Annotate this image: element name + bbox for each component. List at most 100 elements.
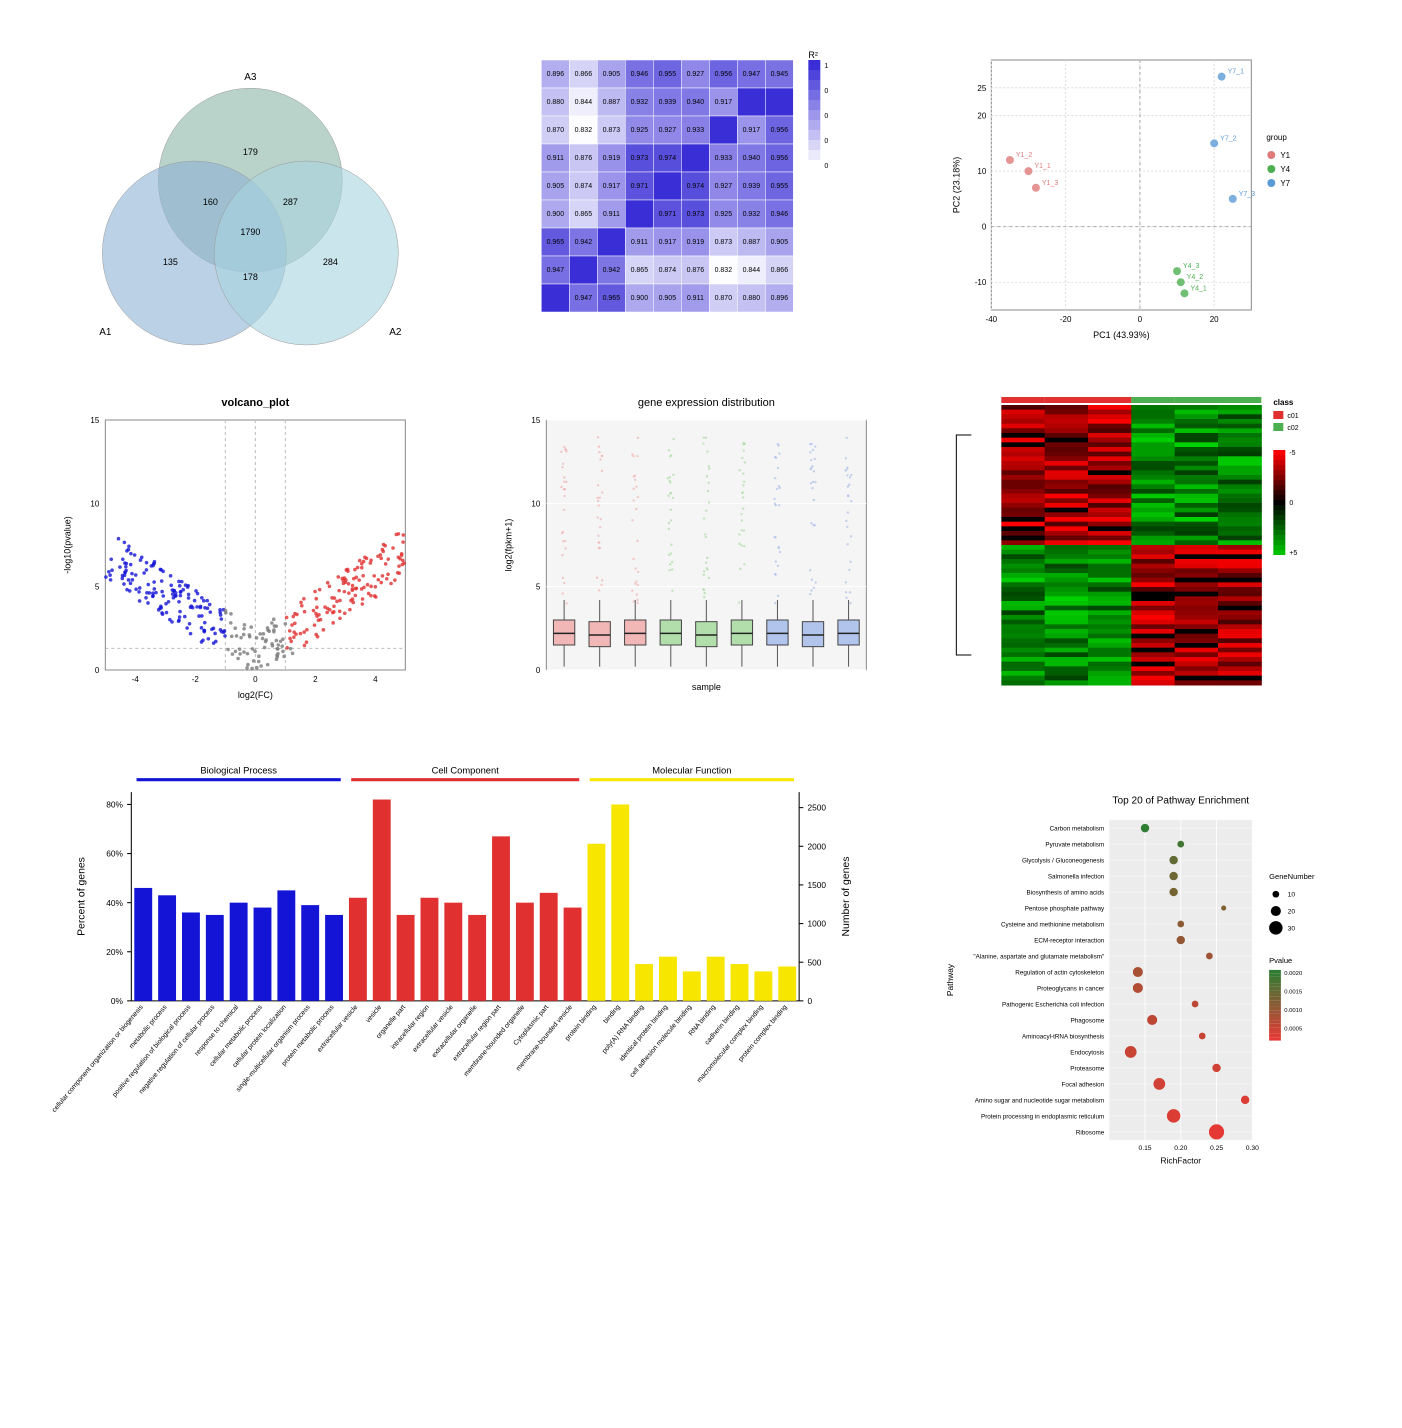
svg-text:25: 25 — [978, 84, 987, 93]
svg-text:0.20: 0.20 — [1175, 1145, 1188, 1152]
svg-text:Y4_1: Y4_1 — [1191, 285, 1207, 292]
svg-text:0: 0 — [824, 138, 828, 145]
svg-text:0.940: 0.940 — [742, 155, 760, 162]
svg-text:Percent of genes: Percent of genes — [76, 857, 87, 936]
svg-text:Pentose phosphate pathway: Pentose phosphate pathway — [1025, 906, 1105, 913]
svg-text:0.955: 0.955 — [658, 71, 676, 78]
svg-text:c01: c01 — [1288, 413, 1299, 420]
svg-text:0.932: 0.932 — [742, 211, 760, 218]
svg-text:0.15: 0.15 — [1139, 1145, 1152, 1152]
volcano-plot: volcano_plot-4-2024051015log2(FC)-log10(… — [40, 390, 461, 710]
svg-text:0.844: 0.844 — [574, 99, 592, 106]
svg-text:Number of genes: Number of genes — [841, 857, 852, 937]
svg-text:0.942: 0.942 — [602, 267, 620, 274]
svg-text:0.870: 0.870 — [546, 127, 564, 134]
svg-text:80%: 80% — [106, 800, 123, 810]
svg-text:0.955: 0.955 — [770, 183, 788, 190]
svg-text:gene expression distribution: gene expression distribution — [638, 397, 775, 409]
svg-text:Protein processing in endoplas: Protein processing in endoplasmic reticu… — [981, 1113, 1104, 1120]
svg-text:Aminoacyl-tRNA biosynthesis: Aminoacyl-tRNA biosynthesis — [1022, 1033, 1104, 1040]
svg-text:0.832: 0.832 — [714, 267, 732, 274]
svg-text:0.971: 0.971 — [658, 211, 676, 218]
svg-text:1790: 1790 — [240, 227, 260, 237]
svg-text:287: 287 — [283, 197, 298, 207]
svg-text:160: 160 — [203, 197, 218, 207]
svg-text:Focal adhesion: Focal adhesion — [1062, 1081, 1105, 1088]
svg-text:Cysteine and methionine metabo: Cysteine and methionine metabolism — [1001, 922, 1104, 929]
svg-text:+5: +5 — [1290, 550, 1298, 557]
boxplot: gene expression distribution051015sample… — [491, 390, 912, 710]
svg-text:0.844: 0.844 — [742, 267, 760, 274]
svg-text:0.911: 0.911 — [602, 211, 619, 218]
svg-text:0.956: 0.956 — [770, 127, 788, 134]
svg-text:0.887: 0.887 — [742, 239, 760, 246]
svg-text:15: 15 — [531, 416, 540, 425]
svg-text:0.925: 0.925 — [714, 211, 732, 218]
svg-text:5: 5 — [536, 583, 541, 592]
svg-text:2500: 2500 — [807, 803, 826, 813]
svg-text:0.880: 0.880 — [546, 99, 564, 106]
svg-text:0.880: 0.880 — [742, 295, 760, 302]
svg-text:0.933: 0.933 — [714, 155, 732, 162]
svg-text:0.866: 0.866 — [770, 267, 788, 274]
svg-text:0.946: 0.946 — [770, 211, 788, 218]
svg-text:0.945: 0.945 — [770, 71, 788, 78]
svg-text:Amino sugar and nucleotide sug: Amino sugar and nucleotide sugar metabol… — [975, 1097, 1105, 1104]
venn-diagram: A3A1A21791352841602871781790 — [40, 40, 461, 360]
svg-text:Y4_3: Y4_3 — [1183, 263, 1199, 270]
svg-text:0.925: 0.925 — [630, 127, 648, 134]
svg-text:0.900: 0.900 — [546, 211, 564, 218]
svg-text:0: 0 — [95, 666, 100, 675]
svg-text:class: class — [1274, 398, 1295, 407]
svg-text:Y7_3: Y7_3 — [1239, 191, 1255, 198]
svg-text:Molecular Function: Molecular Function — [652, 764, 731, 775]
svg-text:20%: 20% — [106, 947, 123, 957]
svg-text:Salmonella infection: Salmonella infection — [1048, 874, 1105, 881]
svg-text:GeneNumber: GeneNumber — [1269, 872, 1315, 881]
svg-text:0.876: 0.876 — [574, 155, 592, 162]
svg-text:0.876: 0.876 — [686, 267, 704, 274]
svg-text:extracellular vesicle: extracellular vesicle — [412, 1004, 455, 1054]
svg-text:0.917: 0.917 — [714, 99, 732, 106]
svg-text:500: 500 — [807, 957, 821, 967]
svg-text:0.917: 0.917 — [742, 127, 760, 134]
svg-text:20: 20 — [1210, 315, 1219, 324]
svg-text:0.865: 0.865 — [574, 211, 592, 218]
svg-text:0.911: 0.911 — [630, 239, 647, 246]
svg-text:-10: -10 — [975, 278, 987, 287]
svg-text:group: group — [1267, 133, 1288, 142]
svg-text:0.942: 0.942 — [574, 239, 592, 246]
svg-text:0: 0 — [807, 996, 812, 1006]
svg-text:0.947: 0.947 — [742, 71, 760, 78]
svg-text:Glycolysis / Gluconeogenesis: Glycolysis / Gluconeogenesis — [1022, 858, 1104, 865]
expression-heatmap: classc01c02-50+5 — [941, 390, 1362, 710]
svg-text:0.927: 0.927 — [686, 71, 704, 78]
svg-text:0.933: 0.933 — [686, 127, 704, 134]
svg-text:ECM-receptor interaction: ECM-receptor interaction — [1035, 938, 1105, 945]
svg-text:0.0020: 0.0020 — [1285, 971, 1304, 977]
svg-text:0.974: 0.974 — [658, 155, 676, 162]
svg-text:Phagosome: Phagosome — [1071, 1017, 1105, 1024]
svg-text:0.927: 0.927 — [714, 183, 732, 190]
go-bar-chart: 0%20%40%60%80%05001000150020002500Biolog… — [40, 740, 911, 1220]
svg-text:0.973: 0.973 — [686, 211, 704, 218]
svg-text:10: 10 — [531, 499, 540, 508]
svg-text:0.887: 0.887 — [602, 99, 620, 106]
svg-text:0: 0 — [982, 223, 987, 232]
svg-text:0.919: 0.919 — [686, 239, 704, 246]
svg-text:0: 0 — [824, 88, 828, 95]
svg-text:179: 179 — [243, 147, 258, 157]
enrichment-bubble: Top 20 of Pathway Enrichment0.150.200.25… — [941, 740, 1362, 1220]
svg-text:cellular component organizatio: cellular component organization or bioge… — [51, 1003, 145, 1113]
svg-text:Y7_2: Y7_2 — [1221, 135, 1237, 142]
svg-text:0: 0 — [1138, 315, 1143, 324]
svg-text:0: 0 — [824, 113, 828, 120]
svg-text:0.947: 0.947 — [574, 295, 592, 302]
svg-text:0.905: 0.905 — [658, 295, 676, 302]
svg-text:0.873: 0.873 — [602, 127, 620, 134]
svg-text:0.896: 0.896 — [546, 71, 564, 78]
svg-text:0.940: 0.940 — [686, 99, 704, 106]
svg-text:Pathway: Pathway — [945, 963, 955, 996]
svg-text:Y1_3: Y1_3 — [1042, 180, 1058, 187]
svg-text:Proteasome: Proteasome — [1071, 1065, 1105, 1072]
